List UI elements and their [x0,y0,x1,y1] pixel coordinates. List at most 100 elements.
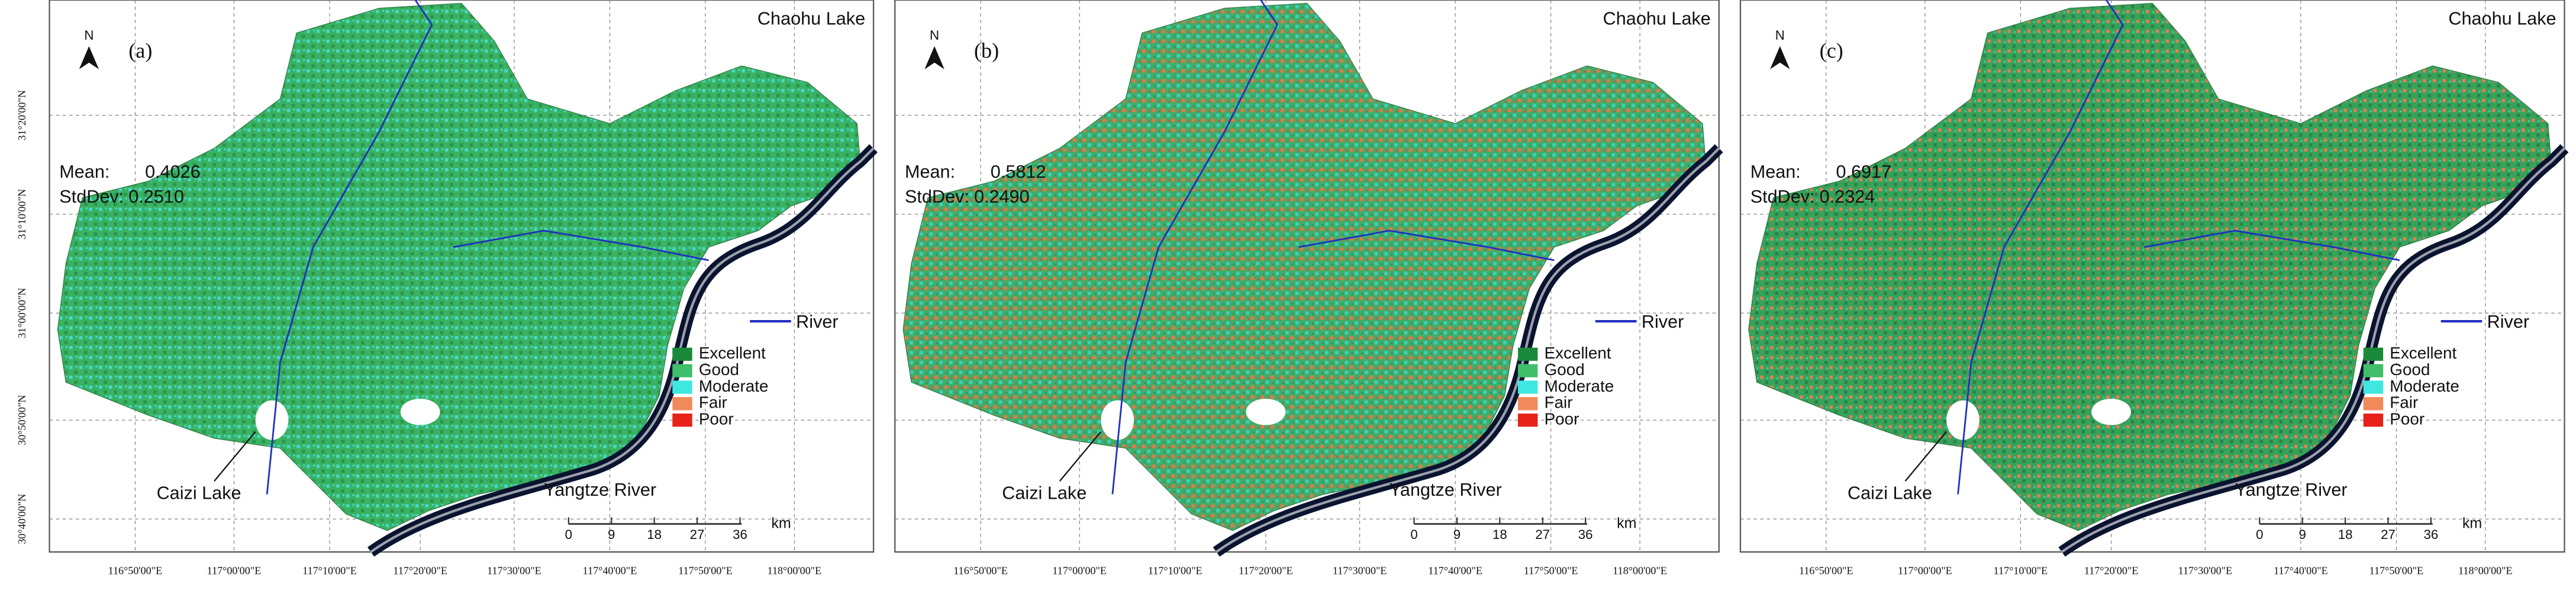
river [453,230,709,261]
legend-label: Poor [1545,410,1579,428]
map-panel: N (c) Chaohu Lake Mean: 0.6917 StdDev: 0.2324 R… [1739,0,2569,577]
scale-label: 9 [608,527,615,542]
legend-label: Fair [699,393,727,412]
panel-label: (c) [1820,38,1843,62]
legend-swatch [2363,364,2384,377]
legend-swatch [672,397,692,411]
scale-label: 0 [2256,527,2263,542]
lake-label: Chaohu Lake [1603,9,1711,29]
water-patch [1101,400,1134,440]
scale-unit: km [1617,515,1636,531]
river-legend-label: River [2487,312,2529,332]
scale-label: 0 [565,527,572,542]
legend-label: Poor [2390,410,2425,428]
legend-label: Good [1545,360,1585,379]
lon-label: 117°20'00"E [393,565,447,577]
legend-swatch [2363,347,2384,361]
caizi-arrow [214,431,256,482]
legend-label: Moderate [699,377,769,395]
north-arrow [79,46,99,69]
north-label: N [1775,28,1785,43]
scale-label: 0 [1410,527,1417,542]
lon-label: 117°40'00"E [1428,565,1482,577]
lon-label: 117°00'00"E [207,565,262,577]
river-legend-label: River [1642,312,1684,332]
scale-label: 27 [1535,527,1550,542]
legend-label: Good [699,360,739,379]
legend-label: Fair [2390,393,2418,412]
legend-swatch [672,364,692,377]
river-legend-label: River [796,312,838,332]
lon-label: 117°00'00"E [1052,565,1107,577]
mean-label: Mean: [905,162,955,182]
legend-swatch [1518,414,1538,427]
legend-swatch [672,380,692,394]
lat-label: 31°20'00"N [16,90,28,140]
lon-label: 117°10'00"E [1994,565,2048,577]
lon-label: 117°00'00"E [1898,565,1952,577]
scale-label: 36 [1578,527,1593,542]
river [266,0,433,495]
lon-label: 116°50'00"E [953,565,1008,577]
north-arrow [924,46,944,69]
legend-swatch [2363,414,2384,427]
legend-label: Excellent [1545,344,1611,362]
lon-label: 117°30'00"E [2178,565,2233,577]
panel-label: (a) [128,38,152,62]
lon-label: 117°50'00"E [678,565,733,577]
lon-label: 117°20'00"E [1239,565,1293,577]
mean-value: 0.4026 [145,162,201,182]
scale-label: 9 [1453,527,1461,542]
legend-swatch [2363,380,2384,394]
lon-label: 117°20'00"E [2084,565,2139,577]
lon-label: 117°50'00"E [1524,565,1578,577]
yangtze-label: Yangtze River [2235,480,2347,500]
mean-label: Mean: [59,162,109,182]
legend-label: Moderate [2390,377,2459,395]
legend-swatch [1518,397,1538,411]
caizi-arrow [1904,431,1947,482]
legend-swatch [2363,397,2384,411]
river [1298,230,1555,261]
scale-label: 18 [647,527,662,542]
legend-label: Fair [1545,393,1573,412]
lat-label: 31°10'00"N [16,189,28,239]
scale-label: 9 [2298,527,2306,542]
scale-label: 36 [733,527,747,542]
water-patch [1246,398,1286,425]
map-panel: N (b) Chaohu Lake Mean: 0.5812 StdDev: 0.2490 R… [894,0,1723,577]
lon-label: 117°10'00"E [1148,565,1202,577]
scale-label: 18 [1492,527,1507,542]
yangtze-label: Yangtze River [544,480,656,500]
legend-swatch [672,414,692,427]
mean-value: 0.5812 [991,162,1046,182]
mean-value: 0.6917 [1836,162,1892,182]
legend-label: Moderate [1545,377,1614,395]
water-patch [2091,398,2132,425]
lon-label: 117°40'00"E [2274,565,2328,577]
scale-label: 36 [2424,527,2439,542]
caizi-arrow [1059,431,1102,482]
scale-unit: km [771,515,791,531]
lon-label: 116°50'00"E [108,565,163,577]
panel-label: (b) [974,38,999,62]
legend-label: Excellent [2390,344,2456,362]
yangtze-label: Yangtze River [1389,480,1502,500]
stddev-label: StdDev: [1750,186,1815,206]
stddev-value: 0.2510 [128,186,184,206]
legend-label: Poor [699,410,734,428]
caizi-label: Caizi Lake [1002,483,1087,503]
north-arrow [1770,46,1790,69]
scale-label: 27 [2381,527,2396,542]
scale-label: 27 [690,527,705,542]
lon-label: 118°00'00"E [768,565,822,577]
lon-label: 117°40'00"E [583,565,637,577]
north-label: N [930,28,939,43]
scale-label: 18 [2338,527,2353,542]
north-label: N [84,28,94,43]
water-patch [1946,400,1979,440]
stddev-label: StdDev: [59,186,124,206]
legend-swatch [1518,364,1538,377]
lat-label: 30°50'00"N [16,395,28,445]
